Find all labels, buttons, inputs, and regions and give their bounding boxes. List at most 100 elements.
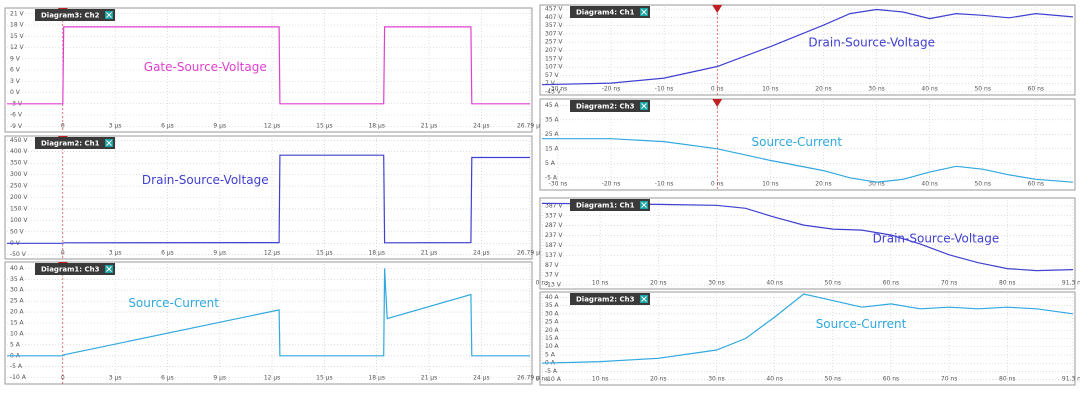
y-tick-label: 5 A (545, 351, 556, 358)
diagram-tab (570, 293, 650, 305)
y-tick-label: 0 V (10, 89, 21, 96)
y-tick-label: 35 A (545, 116, 560, 123)
x-tick-label: 20 ns (650, 280, 666, 287)
y-tick-label: 37 V (545, 272, 560, 279)
x-tick-label: 21 µs (421, 250, 438, 257)
y-tick-label: 157 V (545, 55, 563, 62)
y-tick-label: 18 V (10, 22, 25, 29)
y-tick-label: 407 V (545, 14, 563, 21)
waveform (542, 138, 1074, 183)
diagram-tab (35, 263, 115, 275)
x-tick-label: 40 ns (921, 181, 937, 188)
x-tick-label: -10 ns (655, 181, 674, 188)
x-tick-label: 40 ns (766, 280, 782, 287)
x-tick-label: 20 ns (650, 376, 666, 383)
y-tick-label: 21 V (10, 10, 25, 17)
y-tick-label: 40 A (545, 294, 560, 301)
y-tick-label: 250 V (10, 183, 28, 190)
x-tick-label: 9 µs (213, 123, 226, 130)
x-tick-label: 10 ns (592, 376, 608, 383)
waveform-label: Source-Current (128, 296, 219, 310)
y-tick-label: 15 V (10, 33, 25, 40)
x-tick-label: 50 ns (825, 376, 841, 383)
waveform (541, 293, 1074, 364)
diagram-tab-title: Diagram1: Ch3 (41, 266, 100, 274)
y-tick-label: 300 V (10, 171, 28, 178)
x-tick-label: 0 ns (536, 376, 549, 383)
y-tick-label: 35 A (10, 276, 25, 283)
x-tick-label: -20 ns (602, 86, 621, 93)
x-tick-label: 26.79 µs (517, 375, 543, 382)
diagram-tab-title: Diagram1: Ch1 (576, 202, 635, 210)
waveform (7, 268, 530, 357)
y-tick-label: 207 V (545, 47, 563, 54)
x-tick-label: 12 µs (264, 250, 281, 257)
y-tick-label: 20 A (10, 309, 25, 316)
x-tick-label: -20 ns (602, 181, 621, 188)
waveform-label: Gate-Source-Voltage (144, 60, 267, 74)
y-tick-label: 237 V (545, 232, 563, 239)
x-tick-label: 9 µs (213, 375, 226, 382)
x-tick-label: 6 µs (161, 375, 174, 382)
y-tick-label: 7 V (545, 80, 556, 87)
y-tick-label: 5 A (10, 341, 21, 348)
waveform (7, 26, 530, 105)
diagram-tab (570, 6, 650, 18)
x-tick-label: 3 µs (109, 250, 122, 257)
y-tick-label: 287 V (545, 222, 563, 229)
waveform-label: Source-Current (816, 317, 907, 331)
y-tick-label: -6 V (10, 112, 23, 119)
y-tick-label: 15 A (545, 335, 560, 342)
y-tick-label: 387 V (545, 202, 563, 209)
y-tick-label: 30 A (10, 287, 25, 294)
waveform (7, 154, 530, 244)
x-tick-label: 0 ns (536, 280, 549, 287)
diagram-tab-title: Diagram4: Ch1 (576, 9, 635, 17)
y-tick-label: 15 A (10, 320, 25, 327)
y-tick-label: -5 A (545, 368, 558, 375)
x-tick-label: 60 ns (1028, 86, 1044, 93)
x-tick-label: -10 ns (655, 86, 674, 93)
x-tick-label: 12 µs (264, 375, 281, 382)
y-tick-label: 337 V (545, 212, 563, 219)
x-tick-label: 24 µs (473, 123, 490, 130)
close-icon (106, 140, 112, 146)
x-tick-label: 18 µs (368, 123, 385, 130)
scope-panel: 21 V18 V15 V12 V9 V6 V3 V0 V-3 V-6 V-9 V… (4, 7, 543, 133)
y-tick-label: 450 V (10, 137, 28, 144)
x-tick-label: 30 ns (868, 86, 884, 93)
y-tick-label: 307 V (545, 30, 563, 37)
waveform-label: Source-Current (751, 135, 842, 149)
x-tick-label: 21 µs (421, 375, 438, 382)
y-tick-label: 357 V (545, 22, 563, 29)
x-tick-label: 26.79 µs (517, 250, 543, 257)
x-tick-label: 15 µs (316, 375, 333, 382)
y-tick-label: 6 V (10, 67, 21, 74)
x-tick-label: 30 ns (708, 376, 724, 383)
y-tick-label: 137 V (545, 252, 563, 259)
y-tick-label: 15 A (545, 145, 560, 152)
panel-frame (539, 98, 1076, 191)
y-tick-label: 50 V (10, 228, 25, 235)
y-tick-label: 100 V (10, 217, 28, 224)
y-tick-label: 150 V (10, 205, 28, 212)
diagram-tab-title: Diagram2: Ch1 (41, 140, 100, 148)
diagram-tab-title: Diagram3: Ch2 (41, 12, 100, 20)
waveform-label: Drain-Source-Voltage (873, 231, 1000, 245)
waveform (541, 8, 1074, 86)
diagram-tab (570, 100, 650, 112)
panel-frame (539, 4, 1076, 96)
x-tick-label: 60 ns (883, 280, 899, 287)
waveform (541, 202, 1074, 272)
x-tick-label: 50 ns (825, 280, 841, 287)
y-tick-label: 25 A (545, 131, 560, 138)
x-tick-label: 9 µs (213, 250, 226, 257)
x-tick-label: 6 µs (161, 250, 174, 257)
y-tick-label: -43 V (545, 88, 562, 95)
x-tick-label: 30 ns (868, 181, 884, 188)
y-tick-label: 25 A (545, 319, 560, 326)
diagram-tab (35, 137, 115, 149)
x-tick-label: 6 µs (161, 123, 174, 130)
x-tick-label: 70 ns (941, 280, 957, 287)
x-tick-label: 80 ns (999, 280, 1015, 287)
